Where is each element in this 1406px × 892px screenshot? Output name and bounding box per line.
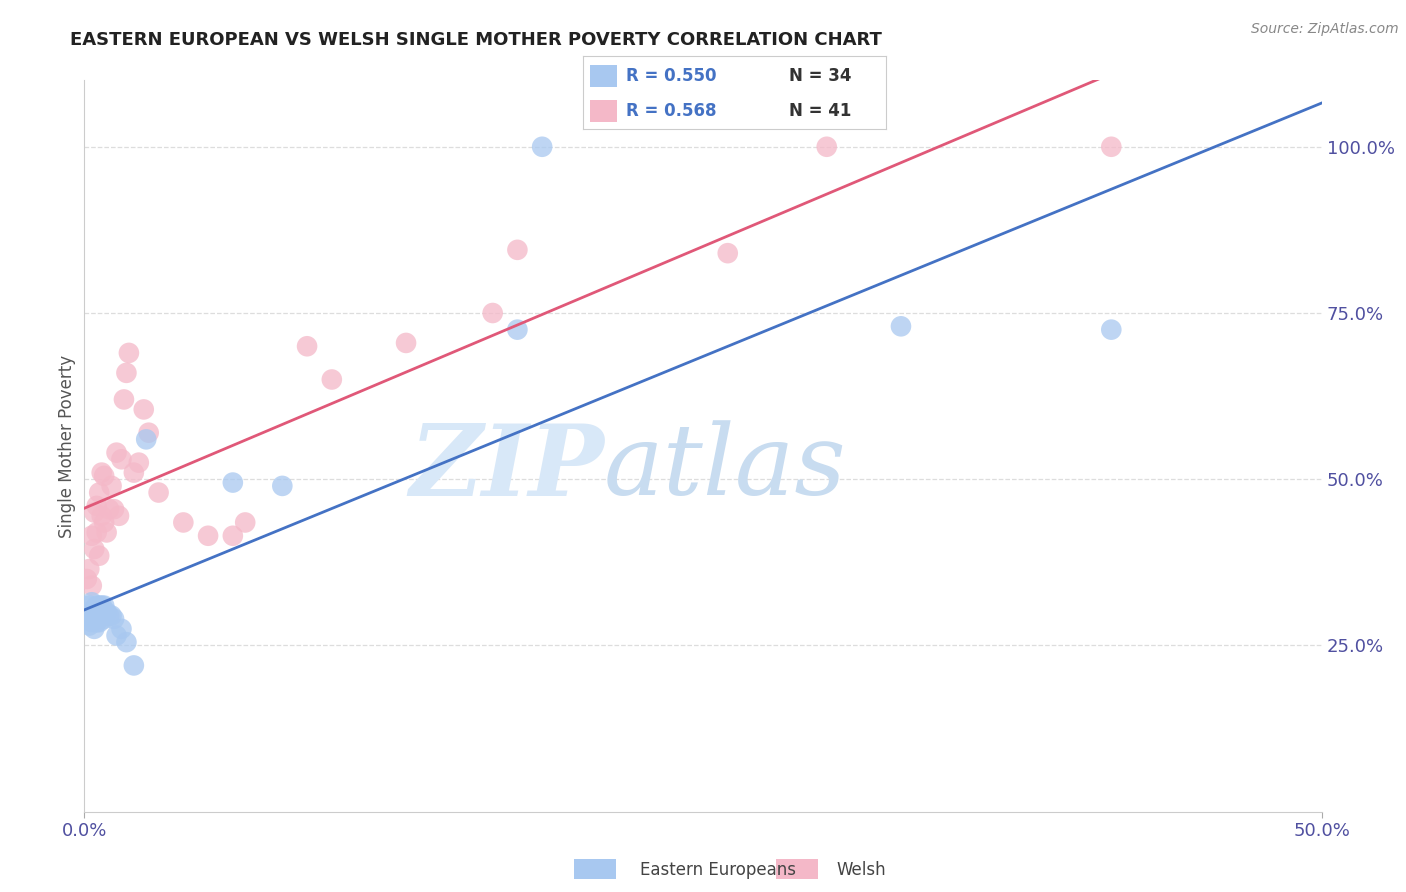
Point: [80, 579, 103, 593]
Point: [197, 529, 219, 543]
Point: [395, 335, 418, 350]
Bar: [589, 65, 617, 87]
Text: Source: ZipAtlas.com: Source: ZipAtlas.com: [1251, 22, 1399, 37]
Text: atlas: atlas: [605, 420, 846, 516]
Text: N = 34: N = 34: [789, 67, 852, 85]
Point: [86, 499, 108, 513]
Point: [90, 608, 112, 623]
Point: [103, 612, 125, 626]
Text: EASTERN EUROPEAN VS WELSH SINGLE MOTHER POVERTY CORRELATION CHART: EASTERN EUROPEAN VS WELSH SINGLE MOTHER …: [70, 31, 882, 49]
Point: [96, 605, 118, 619]
Point: [83, 542, 105, 557]
Point: [83, 622, 105, 636]
Point: [80, 608, 103, 623]
Point: [93, 469, 115, 483]
Point: [222, 475, 245, 490]
Point: [90, 599, 112, 613]
Text: R = 0.568: R = 0.568: [626, 102, 716, 120]
Point: [89, 549, 111, 563]
Text: R = 0.550: R = 0.550: [626, 67, 716, 85]
Point: [321, 372, 343, 386]
Point: [83, 506, 105, 520]
Point: [86, 615, 108, 630]
Point: [110, 622, 132, 636]
Text: N = 41: N = 41: [789, 102, 852, 120]
Text: ZIP: ZIP: [409, 420, 605, 516]
Point: [93, 599, 115, 613]
Point: [172, 516, 194, 530]
Text: Eastern Europeans: Eastern Europeans: [640, 861, 796, 879]
Point: [103, 502, 125, 516]
Point: [79, 562, 101, 576]
Point: [80, 529, 103, 543]
Point: [481, 306, 503, 320]
Point: [110, 452, 132, 467]
Point: [112, 392, 135, 407]
Point: [135, 433, 157, 447]
Point: [90, 508, 112, 523]
Point: [233, 516, 256, 530]
Bar: [589, 100, 617, 122]
Point: [815, 140, 838, 154]
Point: [105, 628, 128, 642]
Point: [89, 485, 111, 500]
Point: [148, 485, 170, 500]
Point: [86, 525, 108, 540]
Point: [531, 140, 554, 154]
Point: [76, 572, 98, 586]
Point: [80, 595, 103, 609]
Point: [717, 246, 740, 260]
Point: [115, 635, 138, 649]
Point: [100, 479, 122, 493]
Point: [122, 466, 145, 480]
Point: [89, 615, 111, 630]
Point: [271, 479, 294, 493]
Point: [1099, 323, 1122, 337]
Point: [222, 529, 245, 543]
Point: [115, 366, 138, 380]
Point: [79, 599, 101, 613]
Point: [80, 615, 103, 630]
Point: [89, 599, 111, 613]
Point: [138, 425, 160, 440]
Point: [108, 508, 131, 523]
Point: [122, 658, 145, 673]
Text: Welsh: Welsh: [837, 861, 886, 879]
Point: [96, 525, 118, 540]
Point: [1099, 140, 1122, 154]
Point: [93, 516, 115, 530]
Point: [86, 608, 108, 623]
Point: [86, 599, 108, 613]
Point: [506, 243, 529, 257]
Point: [89, 608, 111, 623]
Point: [93, 612, 115, 626]
Y-axis label: Single Mother Poverty: Single Mother Poverty: [58, 354, 76, 538]
Point: [90, 466, 112, 480]
Point: [890, 319, 912, 334]
Point: [506, 323, 529, 337]
Point: [132, 402, 155, 417]
Point: [105, 445, 128, 459]
Point: [83, 602, 105, 616]
Point: [76, 608, 98, 623]
Point: [118, 346, 141, 360]
Point: [128, 456, 150, 470]
Point: [98, 608, 121, 623]
Point: [100, 608, 122, 623]
Point: [98, 502, 121, 516]
Point: [295, 339, 318, 353]
Point: [83, 612, 105, 626]
Point: [79, 618, 101, 632]
